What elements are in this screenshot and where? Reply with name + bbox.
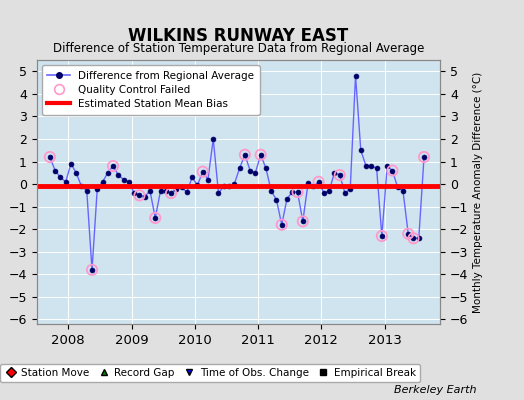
Point xyxy=(420,154,428,160)
Point xyxy=(404,230,412,237)
Point xyxy=(335,172,344,178)
Point xyxy=(88,267,96,273)
Point xyxy=(256,152,265,158)
Legend: Station Move, Record Gap, Time of Obs. Change, Empirical Break: Station Move, Record Gap, Time of Obs. C… xyxy=(1,364,420,382)
Y-axis label: Monthly Temperature Anomaly Difference (°C): Monthly Temperature Anomaly Difference (… xyxy=(473,71,483,313)
Text: Difference of Station Temperature Data from Regional Average: Difference of Station Temperature Data f… xyxy=(53,42,424,55)
Point xyxy=(278,222,286,228)
Point xyxy=(46,154,54,160)
Point xyxy=(388,167,397,174)
Point xyxy=(135,192,144,198)
Point xyxy=(378,233,386,239)
Point xyxy=(241,152,249,158)
Point xyxy=(299,218,307,224)
Point xyxy=(199,168,207,175)
Point xyxy=(109,163,117,169)
Point xyxy=(314,179,323,185)
Text: Berkeley Earth: Berkeley Earth xyxy=(395,385,477,395)
Point xyxy=(151,215,159,221)
Point xyxy=(293,189,302,195)
Title: WILKINS RUNWAY EAST: WILKINS RUNWAY EAST xyxy=(128,26,348,44)
Point xyxy=(409,235,418,242)
Point xyxy=(167,190,175,196)
